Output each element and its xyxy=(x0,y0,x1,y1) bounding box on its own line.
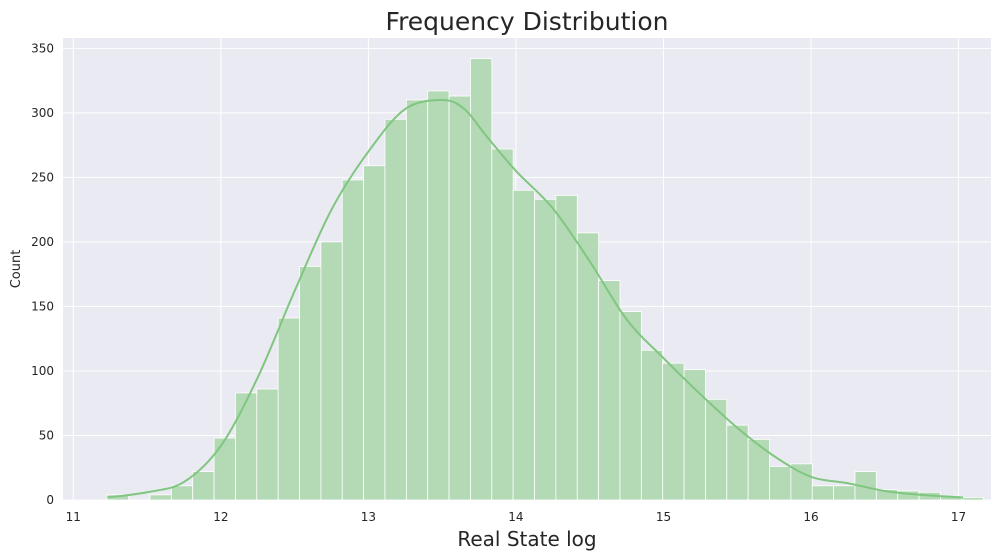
x-tick-label: 17 xyxy=(951,510,966,524)
histogram-bar xyxy=(192,471,215,501)
histogram-bar xyxy=(299,266,322,501)
y-tick-label: 100 xyxy=(31,364,54,378)
histogram-bar xyxy=(833,485,856,501)
x-tick-label: 16 xyxy=(803,510,818,524)
x-tick-label: 13 xyxy=(361,510,376,524)
y-axis-label: Count xyxy=(9,250,24,289)
x-tick-label: 11 xyxy=(66,510,81,524)
histogram-bar xyxy=(341,179,365,501)
histogram-bar xyxy=(149,494,172,501)
histogram-bar xyxy=(277,317,300,501)
y-tick-label: 250 xyxy=(31,170,54,184)
y-tick-label: 50 xyxy=(39,428,54,442)
histogram-bar xyxy=(747,438,770,501)
histogram-bar xyxy=(320,241,343,501)
histogram-bars xyxy=(106,58,984,501)
histogram-bar xyxy=(213,437,236,501)
histogram-bar xyxy=(470,58,493,501)
histogram-bar xyxy=(555,195,578,501)
x-tick-label: 12 xyxy=(213,510,228,524)
histogram-bar xyxy=(170,485,194,501)
histogram-bar xyxy=(534,198,557,501)
x-tick-label: 14 xyxy=(508,510,523,524)
histogram-bar xyxy=(769,466,792,501)
histogram-bar xyxy=(363,165,386,501)
y-tick-label: 300 xyxy=(31,106,54,120)
histogram-bar xyxy=(640,349,664,501)
histogram-bar xyxy=(448,95,471,501)
histogram-bar xyxy=(405,99,429,501)
chart-title: Frequency Distribution xyxy=(386,7,669,36)
histogram-bar xyxy=(790,463,813,501)
histogram-bar xyxy=(961,497,984,501)
histogram-bar xyxy=(576,232,600,501)
y-tick-label: 350 xyxy=(31,41,54,55)
histogram-bar xyxy=(235,392,258,501)
histogram-bar xyxy=(384,118,407,501)
y-tick-label: 150 xyxy=(31,299,54,313)
y-tick-labels: 0 50 100 150 200 250 300 350 xyxy=(31,41,54,507)
y-tick-label: 0 xyxy=(46,493,54,507)
histogram-bar xyxy=(726,424,749,501)
histogram-bar xyxy=(256,388,279,501)
histogram-bar xyxy=(662,362,685,501)
histogram-bar xyxy=(427,90,450,501)
x-tick-label: 15 xyxy=(656,510,671,524)
histogram-bar xyxy=(598,280,621,501)
x-axis-label: Real State log xyxy=(457,527,596,551)
kde-curve xyxy=(107,98,964,499)
histogram-bar xyxy=(811,485,835,501)
histogram-bar xyxy=(854,471,877,501)
histogram-bar xyxy=(491,148,514,501)
x-tick-labels: 11 12 13 14 15 16 17 xyxy=(66,510,966,524)
y-tick-label: 200 xyxy=(31,235,54,249)
histogram-bar xyxy=(619,311,642,501)
histogram-bar xyxy=(512,189,535,501)
